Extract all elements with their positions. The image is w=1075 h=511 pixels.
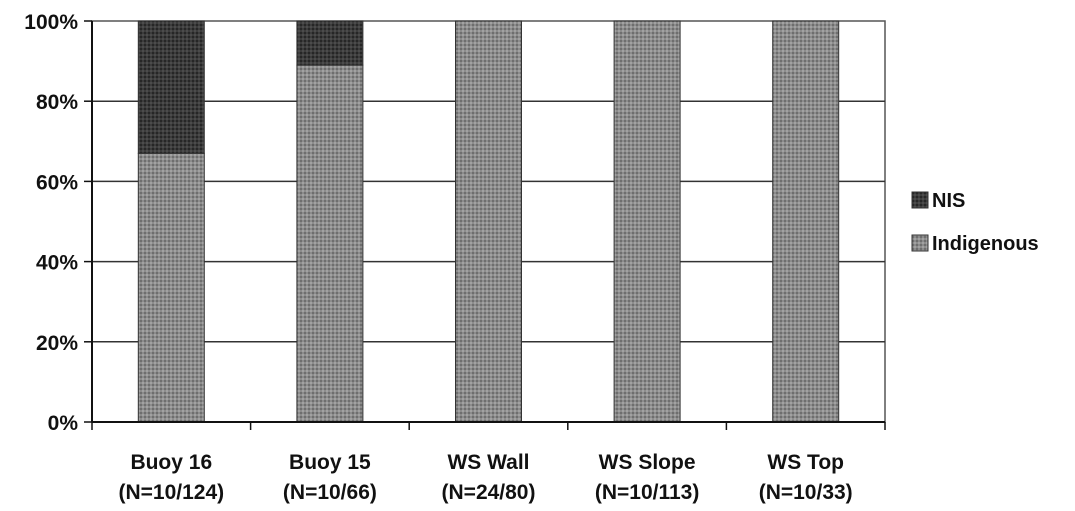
- legend-label-nis: NIS: [932, 190, 965, 212]
- x-category-label: Buoy 16: [130, 451, 212, 474]
- y-axis-ticks: 0% 20% 40% 60% 80% 100%: [24, 11, 92, 435]
- y-tick-label: 80%: [36, 91, 78, 114]
- y-tick-label: 40%: [36, 252, 78, 275]
- x-axis-labels: Buoy 16 (N=10/124) Buoy 15 (N=10/66) WS Wall…: [118, 451, 852, 504]
- x-category-label: Buoy 15: [289, 451, 371, 474]
- x-category-label: WS Slope: [599, 451, 696, 474]
- x-category-label: WS Top: [767, 451, 844, 474]
- axes: [91, 21, 886, 430]
- bar-segment-indigenous: [772, 20, 840, 423]
- x-category-label: WS Wall: [447, 451, 529, 474]
- x-category-label: (N=10/33): [759, 481, 853, 504]
- bar-segment-indigenous: [296, 64, 364, 423]
- legend: NIS Indigenous: [911, 190, 1039, 255]
- bars: [137, 20, 840, 423]
- y-tick-label: 20%: [36, 332, 78, 355]
- x-category-label: (N=10/124): [118, 481, 224, 504]
- x-category-label: (N=10/66): [283, 481, 377, 504]
- legend-label-indigenous: Indigenous: [932, 233, 1039, 255]
- y-tick-label: 100%: [24, 11, 78, 34]
- x-category-label: (N=10/113): [595, 481, 700, 504]
- legend-swatch-indigenous: [911, 234, 929, 252]
- bar-segment-indigenous: [455, 20, 522, 423]
- legend-swatch-nis: [911, 191, 929, 209]
- bar-segment-indigenous: [613, 20, 681, 423]
- y-tick-label: 0%: [48, 412, 79, 435]
- bar-segment-nis: [137, 20, 205, 154]
- bar-segment-nis: [296, 20, 364, 66]
- x-category-label: (N=24/80): [442, 481, 536, 504]
- y-tick-label: 60%: [36, 171, 78, 194]
- bar-segment-indigenous: [137, 152, 205, 423]
